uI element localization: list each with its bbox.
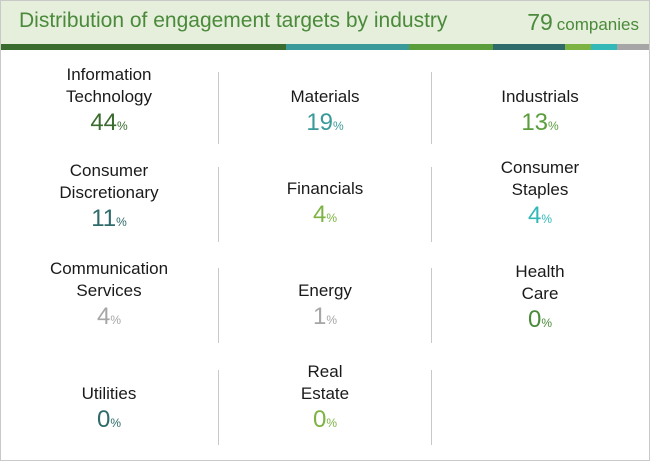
percentage-value: 11 — [91, 205, 117, 232]
company-count: 79 companies — [527, 9, 639, 36]
industry-name: Health Care — [515, 262, 565, 303]
distribution-segment — [616, 44, 643, 50]
percent-sign: % — [541, 316, 553, 330]
column-divider — [218, 167, 219, 242]
industry-cell: Utilities 0% — [9, 383, 209, 437]
percentage-value: 4 — [312, 201, 327, 228]
industry-cell: Energy 1% — [225, 280, 425, 334]
industry-name: Consumer Discretionary — [59, 161, 159, 202]
column-divider — [218, 370, 219, 445]
distribution-segment — [409, 44, 494, 50]
chart-title: Distribution of engagement targets by in… — [19, 9, 448, 32]
percent-sign: % — [110, 416, 122, 430]
percent-sign: % — [326, 416, 338, 430]
industry-cell: Consumer Discretionary 11% — [9, 160, 209, 236]
distribution-segment — [590, 44, 617, 50]
industry-name: Industrials — [501, 87, 579, 106]
industry-name: Information Technology — [65, 65, 152, 106]
industry-percentage: 4% — [440, 202, 640, 233]
industry-name: Consumer Staples — [500, 158, 580, 199]
industry-percentage: 11% — [9, 205, 209, 236]
percentage-value: 4 — [96, 303, 111, 330]
industry-cell: Information Technology 44% — [9, 64, 209, 140]
industry-percentage: 19% — [225, 109, 425, 140]
percentage-value: 0 — [527, 306, 542, 333]
industry-percentage: 44% — [9, 109, 209, 140]
company-count-value: 79 — [527, 9, 553, 35]
percentage-value: 0 — [312, 406, 327, 433]
column-divider — [218, 72, 219, 144]
industry-cell: Financials 4% — [225, 178, 425, 232]
percentage-value: 19 — [306, 109, 334, 136]
column-divider — [431, 72, 432, 144]
percent-sign: % — [326, 211, 338, 225]
industry-name: Materials — [290, 87, 360, 106]
percent-sign: % — [110, 313, 122, 327]
industry-name: Communication Services — [49, 259, 169, 300]
company-count-label: companies — [556, 15, 639, 34]
industry-percentage: 13% — [440, 109, 640, 140]
industry-name: Utilities — [81, 384, 137, 403]
percentage-value: 13 — [521, 109, 549, 136]
percentage-value: 1 — [312, 303, 327, 330]
percentage-value: 4 — [527, 202, 542, 229]
percent-sign: % — [117, 119, 128, 133]
industry-percentage: 1% — [225, 303, 425, 334]
industry-cell: Industrials 13% — [440, 86, 640, 140]
distribution-segment — [564, 44, 591, 50]
industry-percentage: 0% — [225, 406, 425, 437]
column-divider — [218, 268, 219, 343]
distribution-bar — [1, 44, 649, 50]
column-divider — [431, 370, 432, 445]
industry-cell: Real Estate 0% — [225, 361, 425, 437]
percent-sign: % — [541, 212, 553, 226]
percentage-value: 44 — [90, 109, 118, 136]
distribution-segment — [1, 44, 287, 50]
industry-cell: Materials 19% — [225, 86, 425, 140]
industry-percentage: 4% — [225, 201, 425, 232]
industry-percentage: 4% — [9, 303, 209, 334]
column-divider — [431, 268, 432, 343]
distribution-segment — [493, 44, 565, 50]
column-divider — [431, 167, 432, 242]
percent-sign: % — [116, 215, 127, 229]
industry-name: Energy — [298, 281, 352, 300]
industry-name: Financials — [286, 179, 364, 198]
industry-cell: Communication Services 4% — [9, 258, 209, 334]
percent-sign: % — [548, 119, 559, 133]
distribution-segment — [642, 44, 649, 50]
industry-percentage: 0% — [440, 306, 640, 337]
industry-name: Real Estate — [300, 362, 350, 403]
percent-sign: % — [333, 119, 344, 133]
distribution-segment — [286, 44, 410, 50]
percentage-value: 0 — [96, 406, 111, 433]
industry-cell: Consumer Staples 4% — [440, 157, 640, 233]
percent-sign: % — [326, 313, 338, 327]
header: Distribution of engagement targets by in… — [1, 1, 649, 44]
industry-percentage: 0% — [9, 406, 209, 437]
industry-cell: Health Care 0% — [440, 261, 640, 337]
